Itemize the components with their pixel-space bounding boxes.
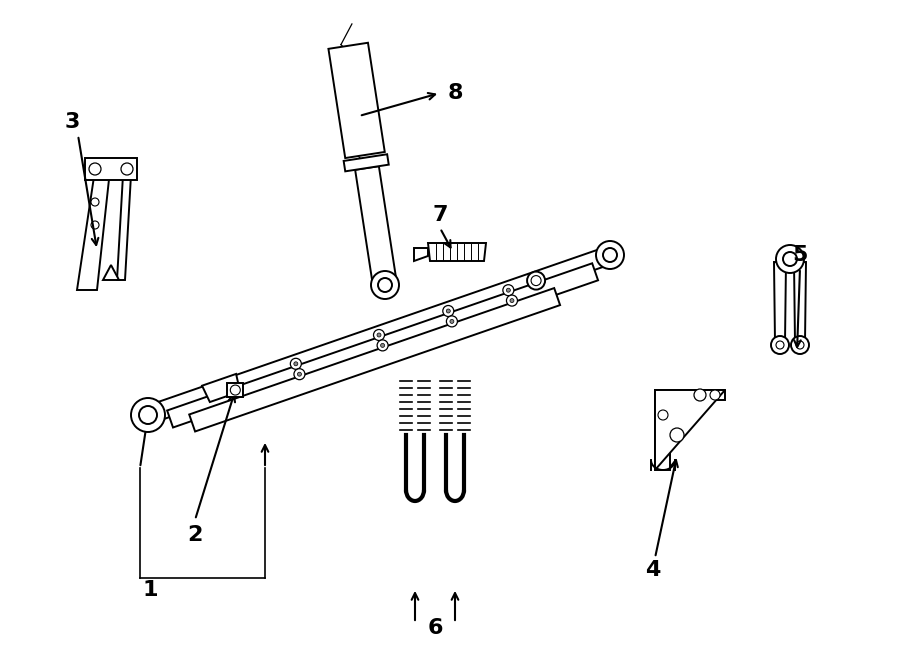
Circle shape [371, 271, 399, 299]
Circle shape [791, 336, 809, 354]
Circle shape [139, 406, 157, 424]
Polygon shape [103, 265, 119, 280]
Polygon shape [328, 43, 385, 158]
Circle shape [381, 344, 384, 348]
Polygon shape [774, 262, 786, 342]
Polygon shape [356, 166, 397, 287]
Circle shape [783, 252, 797, 266]
Circle shape [297, 372, 302, 376]
Circle shape [377, 333, 381, 337]
Circle shape [446, 316, 457, 327]
Circle shape [378, 278, 392, 292]
Circle shape [507, 288, 510, 292]
Circle shape [596, 241, 624, 269]
Circle shape [291, 358, 302, 369]
Circle shape [446, 309, 450, 313]
Circle shape [771, 336, 789, 354]
Polygon shape [189, 288, 560, 432]
Circle shape [450, 319, 454, 323]
Circle shape [507, 295, 517, 306]
Text: 5: 5 [792, 245, 807, 265]
Circle shape [796, 341, 804, 349]
Polygon shape [167, 263, 598, 428]
Circle shape [443, 305, 454, 317]
Polygon shape [428, 243, 486, 261]
Circle shape [374, 329, 384, 340]
Polygon shape [414, 248, 428, 261]
Text: 4: 4 [645, 560, 661, 580]
Text: 8: 8 [447, 83, 463, 103]
Circle shape [776, 341, 784, 349]
Polygon shape [117, 175, 131, 280]
Circle shape [121, 163, 133, 175]
Circle shape [294, 369, 305, 379]
Polygon shape [228, 383, 243, 397]
Polygon shape [202, 374, 240, 402]
Polygon shape [794, 262, 806, 342]
Circle shape [527, 272, 545, 290]
Circle shape [531, 276, 541, 286]
Circle shape [694, 389, 706, 401]
Circle shape [776, 245, 804, 273]
Polygon shape [77, 170, 110, 290]
Text: 3: 3 [64, 112, 80, 132]
Polygon shape [655, 390, 725, 470]
Circle shape [670, 428, 684, 442]
Text: 6: 6 [428, 618, 443, 638]
Circle shape [510, 299, 514, 303]
Circle shape [503, 285, 514, 295]
Polygon shape [145, 247, 613, 424]
Text: 2: 2 [187, 525, 202, 545]
Circle shape [377, 340, 388, 351]
Circle shape [131, 398, 165, 432]
Circle shape [293, 362, 298, 366]
Polygon shape [344, 154, 389, 171]
Circle shape [710, 390, 720, 400]
Polygon shape [85, 158, 137, 180]
Circle shape [89, 163, 101, 175]
Text: 1: 1 [142, 580, 157, 600]
Circle shape [603, 248, 617, 262]
Circle shape [91, 221, 99, 229]
Circle shape [91, 198, 99, 206]
Polygon shape [655, 390, 725, 470]
Circle shape [658, 410, 668, 420]
Circle shape [230, 385, 240, 395]
Text: 7: 7 [432, 205, 448, 225]
